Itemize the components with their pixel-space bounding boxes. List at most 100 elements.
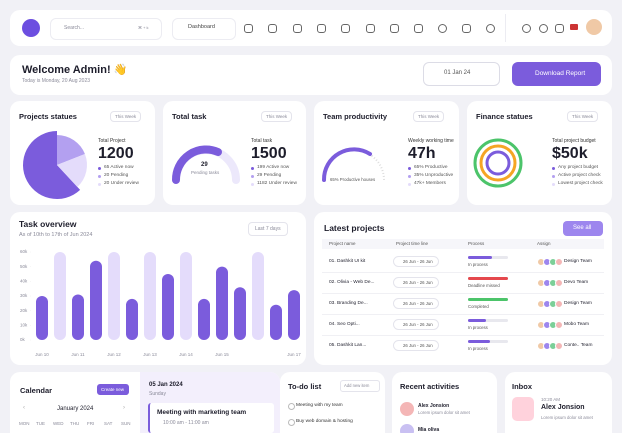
icon[interactable] [244, 24, 253, 33]
icon[interactable] [366, 24, 375, 33]
gauge [171, 145, 240, 184]
icon[interactable] [317, 24, 326, 33]
todo-item: Meeting with my team [296, 403, 343, 408]
legend-item: 1182 Under review [257, 181, 297, 186]
avatar [555, 258, 563, 266]
filter[interactable]: This Week [567, 111, 599, 122]
icon[interactable] [390, 24, 399, 33]
filter[interactable]: This Week [413, 111, 445, 122]
timeline: 26 Jun - 26 Jun [403, 322, 433, 327]
x-tick-label: Jun 12 [107, 352, 121, 357]
icon[interactable] [268, 24, 277, 33]
gauge-fill [321, 147, 372, 182]
legend-dot [251, 167, 254, 170]
team: Conte.. Team [564, 343, 593, 348]
icon[interactable] [293, 24, 302, 33]
avatar [555, 279, 563, 287]
avatar[interactable] [586, 19, 602, 35]
legend-item: 47k+ Members [414, 181, 446, 186]
next-arrow[interactable]: › [123, 405, 125, 411]
download-label: Download Report [535, 70, 586, 77]
filter[interactable]: This Week [110, 111, 142, 122]
activity-name: Alex Jonsion [418, 403, 450, 409]
logo[interactable] [22, 19, 40, 37]
column-header: Project name [329, 241, 356, 246]
icon[interactable] [341, 24, 350, 33]
card-title: Latest projects [324, 223, 385, 233]
create-button[interactable] [97, 384, 129, 395]
status: Completed [468, 304, 489, 309]
legend-dot [98, 175, 101, 178]
date-picker[interactable] [423, 62, 500, 86]
bar [180, 252, 192, 340]
icon[interactable] [486, 24, 495, 33]
table-header [322, 239, 604, 249]
pie-slice [23, 131, 81, 199]
legend-item: 35% Unproductive [414, 173, 454, 178]
see-all-button[interactable] [563, 221, 603, 236]
create-label: Create new [101, 387, 125, 392]
weekday: THU [70, 421, 80, 426]
x-tick-label: Jun 15 [215, 352, 229, 357]
welcome-date: Today is Monday, 20 Aug 2023 [22, 78, 91, 84]
y-tick-label: 0k [20, 337, 26, 342]
timeline-pill [393, 256, 439, 267]
icon[interactable] [539, 24, 548, 33]
stat-label: Total task [251, 138, 273, 144]
x-tick-label: Jun 11 [71, 352, 85, 357]
avatar [400, 424, 414, 433]
welcome-title: Welcome Admin! 👋 [22, 64, 128, 76]
timeline: 26 Jun - 26 Jun [403, 280, 433, 285]
icon[interactable] [438, 24, 447, 33]
project-name: 02. Olivia - Web De... [329, 280, 375, 285]
card-title: To-do list [288, 382, 322, 391]
team: Devo Team [564, 280, 589, 285]
stat-label: Weekly working time [408, 138, 454, 144]
legend-item: 20 Under review [104, 181, 139, 186]
legend-dot [251, 183, 254, 186]
icon[interactable] [555, 24, 564, 33]
y-tick-label: 30k [20, 293, 28, 298]
gauge-label: 65% Productive houses [330, 177, 376, 182]
event[interactable] [148, 403, 274, 433]
legend-item: 20 Pending [104, 173, 129, 178]
icon[interactable] [522, 24, 531, 33]
icon[interactable] [414, 24, 423, 33]
avatar [555, 300, 563, 308]
prev-arrow[interactable]: ‹ [23, 405, 25, 411]
search-box[interactable] [50, 18, 162, 40]
card-title: Team productivity [323, 112, 388, 121]
stat-value: $50k [552, 145, 588, 162]
latest-projects-card [314, 212, 612, 365]
filter[interactable]: This Week [261, 111, 293, 122]
icon[interactable] [462, 24, 471, 33]
todo-input[interactable] [340, 380, 380, 392]
card-title: Total task [172, 112, 207, 121]
weekday: FRI [87, 421, 95, 426]
gauge-label: Pending tasks [191, 170, 220, 175]
bar [126, 298, 138, 340]
menu-dropdown[interactable] [172, 18, 236, 40]
stat-label: Total Project [98, 138, 126, 144]
card-title: Task overview [19, 219, 77, 229]
checkbox[interactable] [288, 419, 295, 426]
legend-item: 65% Productive [414, 165, 448, 170]
flag[interactable] [570, 24, 578, 30]
progress-bar [468, 298, 508, 301]
row-divider [322, 293, 604, 294]
download-button[interactable] [512, 62, 601, 86]
filter[interactable]: Last 7 days [248, 222, 288, 236]
card-title: Inbox [512, 382, 532, 391]
bar [54, 252, 66, 340]
timeline: 26 Jun - 26 Jun [403, 301, 433, 306]
activity-name: Mia oliva [418, 427, 440, 433]
ring [473, 138, 523, 188]
legend-dot [408, 175, 411, 178]
see-all-label: See all [573, 225, 592, 231]
checkbox[interactable] [288, 403, 295, 410]
legend-dot [98, 183, 101, 186]
timeline-pill [393, 277, 439, 288]
bar [108, 252, 120, 340]
search-placeholder: Search... [64, 25, 85, 31]
